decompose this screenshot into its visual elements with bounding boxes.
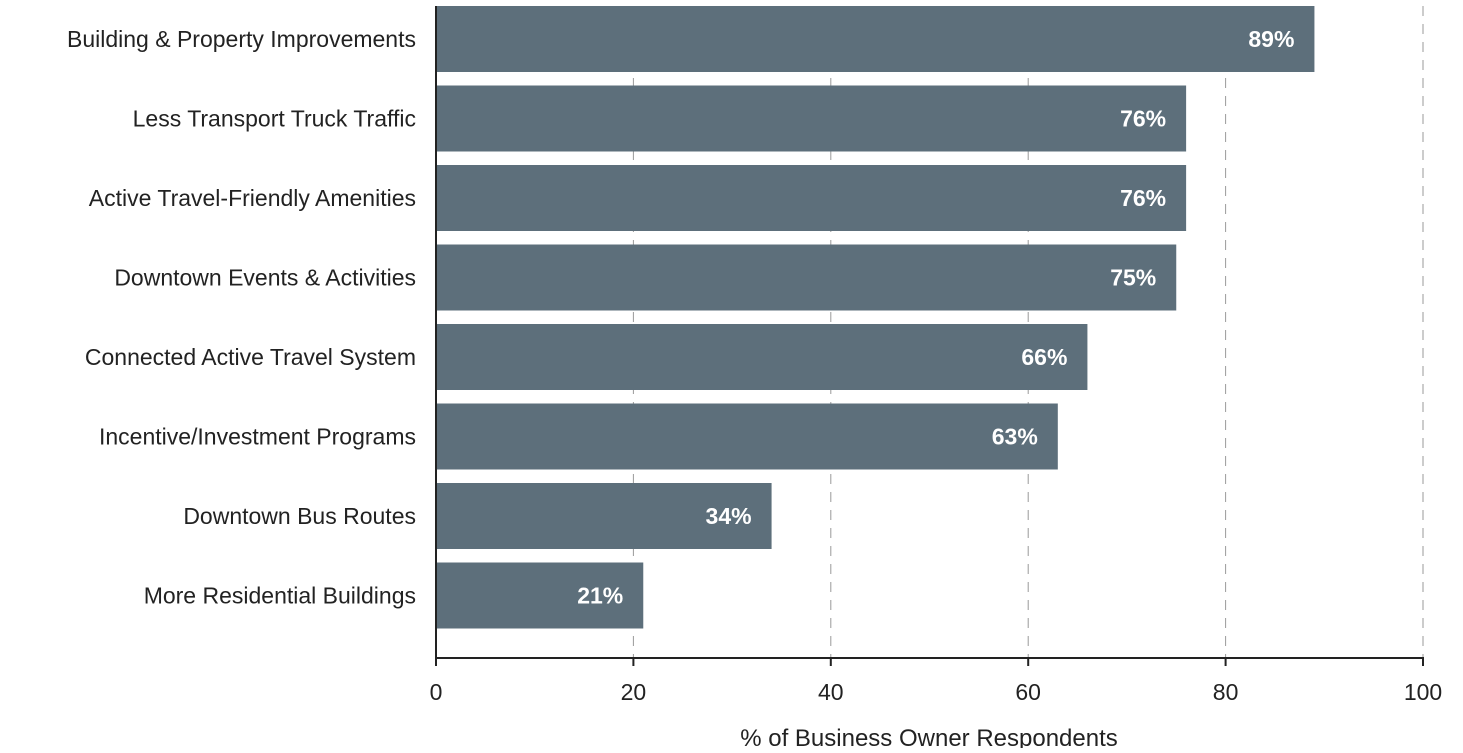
category-label: Incentive/Investment Programs <box>99 424 416 450</box>
category-label: Downtown Events & Activities <box>114 265 416 291</box>
category-label: Downtown Bus Routes <box>183 503 416 529</box>
bars <box>436 6 1315 629</box>
bar-3 <box>436 165 1187 231</box>
category-label: Building & Property Improvements <box>67 26 416 52</box>
data-label: 75% <box>1110 265 1156 291</box>
bar-4 <box>436 244 1177 311</box>
x-tick-label: 100 <box>1404 679 1442 705</box>
x-tick-label: 60 <box>1015 679 1041 705</box>
bar-6 <box>436 403 1058 470</box>
bar-7 <box>436 483 772 549</box>
x-tick-label: 20 <box>621 679 647 705</box>
x-tick-label: 40 <box>818 679 844 705</box>
data-label: 66% <box>1021 344 1067 370</box>
bar-5 <box>436 324 1088 390</box>
category-label: Connected Active Travel System <box>85 344 416 370</box>
data-label: 76% <box>1120 106 1166 132</box>
category-label: Less Transport Truck Traffic <box>133 106 416 132</box>
axes <box>435 6 1424 666</box>
labels: Building & Property Improvements 89% Less … <box>67 26 1442 705</box>
category-label: Active Travel-Friendly Amenities <box>89 185 416 211</box>
x-axis-title: % of Business Owner Respondents <box>740 725 1118 748</box>
x-tick-label: 80 <box>1213 679 1239 705</box>
data-label: 34% <box>706 503 752 529</box>
data-label: 21% <box>577 583 623 609</box>
data-label: 63% <box>992 424 1038 450</box>
bar-1 <box>436 6 1315 72</box>
data-label: 76% <box>1120 185 1166 211</box>
data-label: 89% <box>1248 26 1294 52</box>
x-tick-label: 0 <box>430 679 443 705</box>
category-label: More Residential Buildings <box>144 583 416 609</box>
bar-8 <box>436 562 644 629</box>
bar-2 <box>436 85 1187 152</box>
